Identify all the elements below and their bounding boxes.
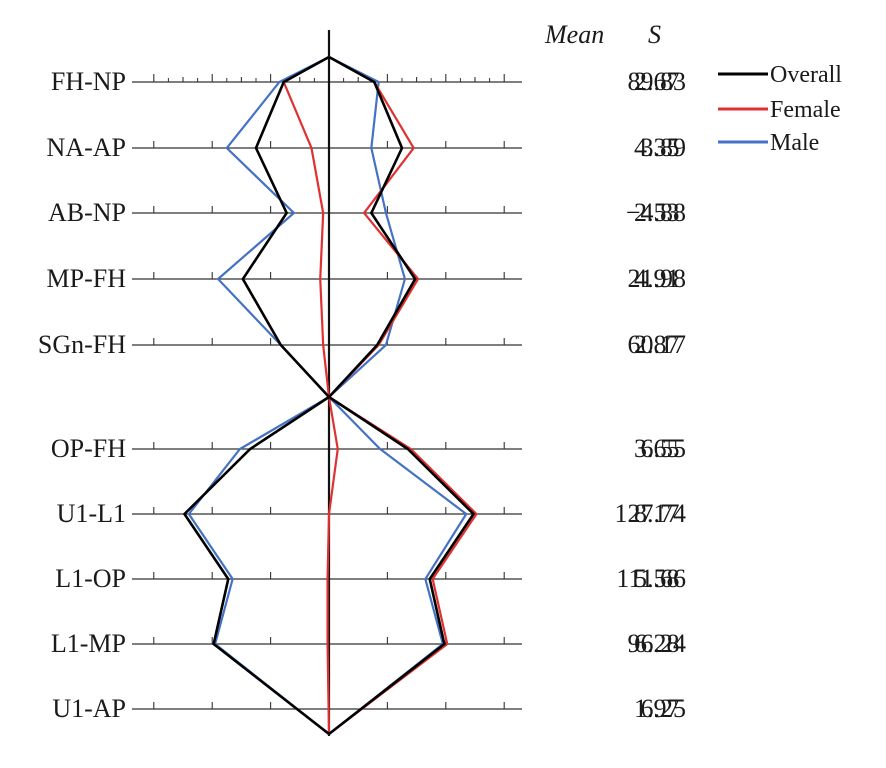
mean-column-header: Mean xyxy=(545,20,605,49)
row-mean-l1-op: 111.66 xyxy=(616,564,686,593)
series-line-male-left-lower xyxy=(187,396,330,735)
row-sd-l1-op: 5.58 xyxy=(634,564,680,593)
row-label-mp-fh: MP-FH xyxy=(46,264,126,293)
row-mean-op-fh: 6.55 xyxy=(640,434,687,463)
row-label-sgn-fh: SGn-FH xyxy=(37,330,126,359)
row-mean-sgn-fh: 60.17 xyxy=(627,330,687,359)
series-line-overall-left-lower xyxy=(182,395,330,736)
row-label-u1-ap: U1-AP xyxy=(52,694,126,723)
series-line-female-left-lower xyxy=(326,396,339,735)
legend-label-overall: Overall xyxy=(770,62,842,88)
row-sd-l1-mp: 6.28 xyxy=(634,629,680,658)
series-line-female-left-upper xyxy=(282,56,331,398)
row-sd-ab-np: 2.53 xyxy=(634,198,680,227)
series-layer xyxy=(182,55,478,736)
row-label-op-fh: OP-FH xyxy=(50,434,126,463)
series-line-overall-left-upper xyxy=(241,55,330,398)
row-mean-na-ap: 3.89 xyxy=(640,133,687,162)
legend-label-male: Male xyxy=(770,130,820,156)
row-sd-fh-np: 2.67 xyxy=(634,67,680,96)
row-label-na-ap: NA-AP xyxy=(46,133,126,162)
row-mean-mp-fh: 21.98 xyxy=(627,264,687,293)
row-mean-ab-np: −4.88 xyxy=(625,198,686,227)
series-line-female-right-lower xyxy=(328,396,478,735)
row-sd-na-ap: 4.35 xyxy=(634,133,680,162)
series-line-male-right-upper xyxy=(328,56,407,398)
row-sd-mp-fh: 4.91 xyxy=(634,264,680,293)
sd-column-header: S xyxy=(648,20,661,49)
row-label-ab-np: AB-NP xyxy=(47,198,126,227)
series-line-female-right-upper xyxy=(328,56,420,398)
series-line-overall-right-upper xyxy=(328,55,417,398)
legend-label-female: Female xyxy=(770,97,841,123)
row-mean-u1-l1: 127.74 xyxy=(614,499,687,528)
row-label-l1-mp: L1-MP xyxy=(50,629,126,658)
row-sd-sgn-fh: 2.87 xyxy=(634,330,680,359)
row-label-u1-l1: U1-L1 xyxy=(56,499,126,528)
row-label-fh-np: FH-NP xyxy=(50,67,126,96)
row-sd-u1-l1: 8.17 xyxy=(634,499,680,528)
legend-layer xyxy=(718,72,768,144)
row-sd-op-fh: 3.65 xyxy=(634,434,680,463)
row-label-l1-op: L1-OP xyxy=(55,564,126,593)
row-sd-u1-ap: 1.97 xyxy=(634,694,680,723)
row-mean-l1-mp: 96.24 xyxy=(627,629,687,658)
row-mean-fh-np: 89.83 xyxy=(627,67,687,96)
series-line-overall-right-lower xyxy=(328,395,476,736)
row-mean-u1-ap: 6.25 xyxy=(640,694,687,723)
